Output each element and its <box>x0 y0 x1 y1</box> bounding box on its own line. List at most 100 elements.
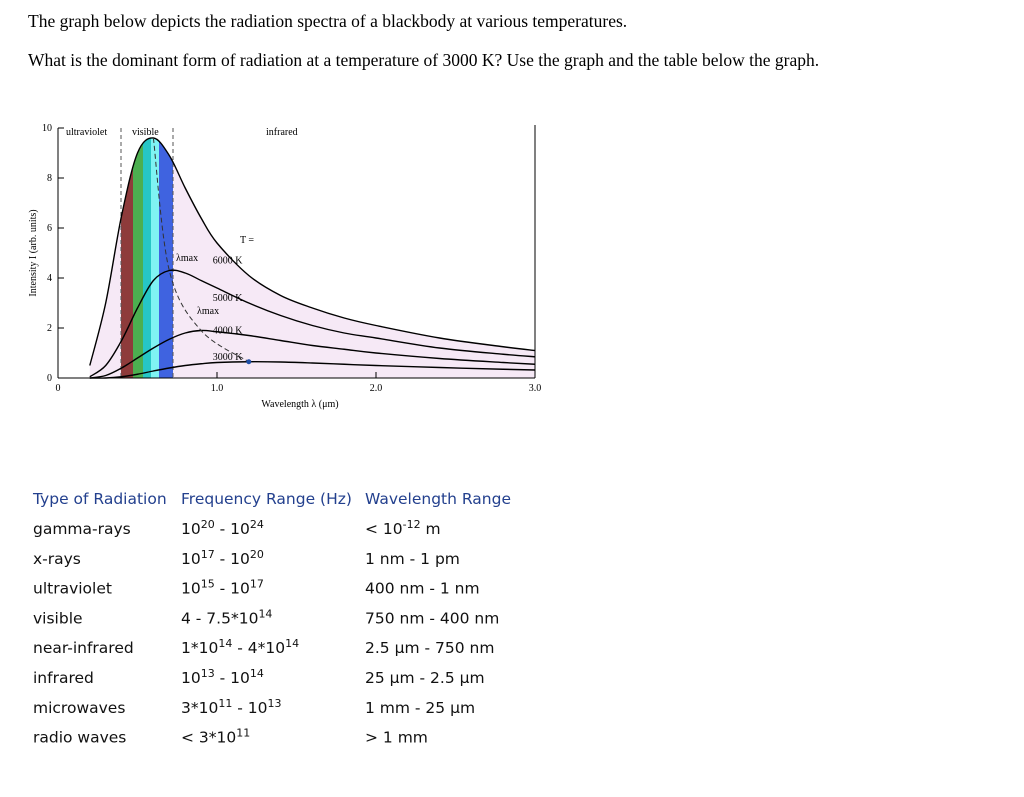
text-run: 400 nm - 1 nm <box>365 580 480 598</box>
question-text: What is the dominant form of radiation a… <box>28 50 819 70</box>
band-blue <box>159 137 173 378</box>
wavelength-range: < 10-12 m <box>365 518 441 538</box>
superscript: 14 <box>285 637 299 650</box>
text-run: 1*10 <box>181 639 218 657</box>
superscript: 14 <box>258 607 272 620</box>
region-label: infrared <box>266 127 298 138</box>
text-run: 2.5 μm - 750 nm <box>365 639 494 657</box>
region-label: visible <box>132 127 159 138</box>
spectrum-line <box>89 269 536 378</box>
y-tick-label: 4 <box>47 273 52 284</box>
superscript: 11 <box>218 697 232 710</box>
temperature-label: T = <box>240 235 254 246</box>
radiation-type: x-rays <box>33 550 81 568</box>
question-intro: The graph below depicts the radiation sp… <box>28 11 627 31</box>
y-tick-label: 0 <box>47 373 52 384</box>
area-fill <box>89 137 536 378</box>
table-header: Frequency Range (Hz) <box>181 490 352 508</box>
text-run: 1 mm - 25 μm <box>365 699 475 717</box>
band-light-cyan <box>151 137 159 378</box>
text-run: 10 <box>181 520 201 538</box>
y-axis-label: Intensity I (arb. units) <box>28 209 39 296</box>
text-run: < 10 <box>365 520 403 538</box>
x-tick-label: 2.0 <box>370 383 383 394</box>
text-run: - 10 <box>232 699 267 717</box>
spectrum-line <box>89 329 536 379</box>
frequency-range: < 3*1011 <box>181 727 250 747</box>
text-run: - 10 <box>215 580 250 598</box>
radiation-type: infrared <box>33 669 94 687</box>
superscript: 13 <box>201 667 215 680</box>
superscript: 11 <box>236 727 250 740</box>
band-cyan <box>143 137 151 378</box>
text-run: 4 - 7.5*10 <box>181 609 258 627</box>
superscript: 24 <box>250 518 264 531</box>
band-green <box>133 137 143 378</box>
wavelength-range: > 1 mm <box>365 729 428 747</box>
table-header: Type of Radiation <box>32 490 167 508</box>
superscript: 17 <box>201 548 215 561</box>
superscript: 17 <box>250 578 264 591</box>
text-run: m <box>421 520 441 538</box>
text-run: 3*10 <box>181 699 218 717</box>
radiation-type: near-infrared <box>33 639 134 657</box>
series-label: 3000 K <box>213 352 244 363</box>
y-tick-label: 8 <box>47 173 52 184</box>
text-run: > 1 mm <box>365 729 428 747</box>
radiation-type: microwaves <box>33 699 125 717</box>
spectrum-line <box>89 137 536 366</box>
wien-locus <box>152 137 250 363</box>
x-tick-label: 1.0 <box>211 383 224 394</box>
frequency-range: 3*1011 - 1013 <box>181 697 282 717</box>
superscript: 15 <box>201 578 215 591</box>
x-tick-label: 0 <box>56 383 61 394</box>
spectrum-line <box>89 361 536 379</box>
frequency-range: 1017 - 1020 <box>181 548 264 568</box>
text-run: 750 nm - 400 nm <box>365 609 499 627</box>
superscript: 20 <box>250 548 264 561</box>
series-label: 4000 K <box>213 326 244 337</box>
series-label: 5000 K <box>213 293 244 304</box>
wavelength-range: 1 mm - 25 μm <box>365 699 475 717</box>
lambda-max-label: λmax <box>197 306 219 317</box>
superscript: 20 <box>201 518 215 531</box>
peak-dot <box>246 359 252 365</box>
y-tick-label: 6 <box>47 223 52 234</box>
radiation-type: gamma-rays <box>33 520 131 538</box>
text-run: - 4*10 <box>232 639 285 657</box>
wavelength-range: 25 μm - 2.5 μm <box>365 669 485 687</box>
series-label: 6000 K <box>213 256 244 267</box>
chart: ultraviolet visible infrared T = λmax λm… <box>28 123 542 410</box>
text-run: - 10 <box>215 550 250 568</box>
superscript: 14 <box>250 667 264 680</box>
text-run: 10 <box>181 669 201 687</box>
frequency-range: 1*1014 - 4*1014 <box>181 637 299 657</box>
table-header: Wavelength Range <box>365 490 511 508</box>
wavelength-range: 1 nm - 1 pm <box>365 550 460 568</box>
wavelength-range: 2.5 μm - 750 nm <box>365 639 494 657</box>
text-run: - 10 <box>215 520 250 538</box>
radiation-table: Type of Radiation Frequency Range (Hz) Wav… <box>32 490 511 747</box>
wavelength-range: 400 nm - 1 nm <box>365 580 480 598</box>
superscript: 13 <box>268 697 282 710</box>
frequency-range: 1013 - 1014 <box>181 667 264 687</box>
lambda-max-label: λmax <box>176 253 198 264</box>
frequency-range: 4 - 7.5*1014 <box>181 607 272 627</box>
text-run: 25 μm - 2.5 μm <box>365 669 485 687</box>
frequency-range: 1015 - 1017 <box>181 578 264 598</box>
text-run: 10 <box>181 550 201 568</box>
wavelength-range: 750 nm - 400 nm <box>365 609 499 627</box>
text-run: 10 <box>181 580 201 598</box>
superscript: -12 <box>403 518 421 531</box>
text-run: < 3*10 <box>181 729 236 747</box>
frequency-range: 1020 - 1024 <box>181 518 264 538</box>
superscript: 14 <box>218 637 232 650</box>
radiation-type: visible <box>33 609 83 627</box>
y-tick-label: 10 <box>42 123 52 134</box>
text-run: 1 nm - 1 pm <box>365 550 460 568</box>
x-tick-label: 3.0 <box>529 383 542 394</box>
x-axis-label: Wavelength λ (μm) <box>261 399 338 410</box>
text-run: - 10 <box>215 669 250 687</box>
